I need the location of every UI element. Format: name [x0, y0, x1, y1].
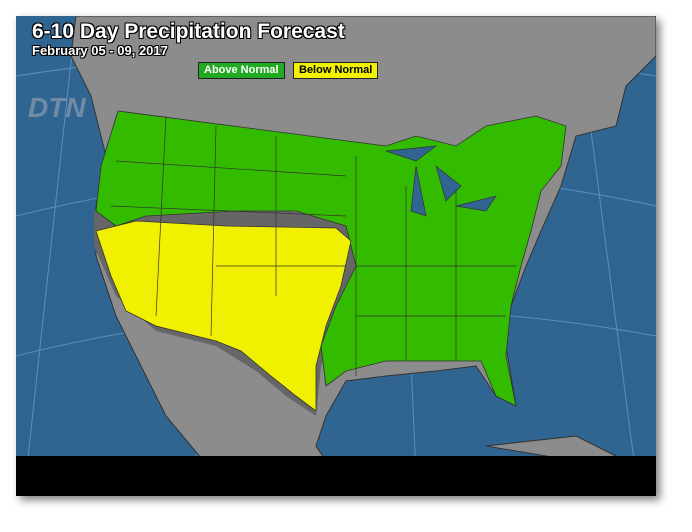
great-lakes	[385, 145, 497, 217]
map-title: 6-10 Day Precipitation Forecast	[32, 20, 345, 43]
below-normal-region	[95, 220, 352, 412]
legend-above-normal: Above Normal	[198, 62, 285, 79]
forecast-map	[16, 16, 656, 476]
bottom-bar	[16, 456, 656, 476]
map-frame: 6-10 Day Precipitation Forecast February…	[16, 16, 656, 496]
legend-below-normal: Below Normal	[293, 62, 379, 79]
dtn-logo: DTN	[28, 92, 86, 123]
state-borders	[110, 115, 516, 376]
date-range: February 05 - 09, 2017	[32, 43, 168, 58]
